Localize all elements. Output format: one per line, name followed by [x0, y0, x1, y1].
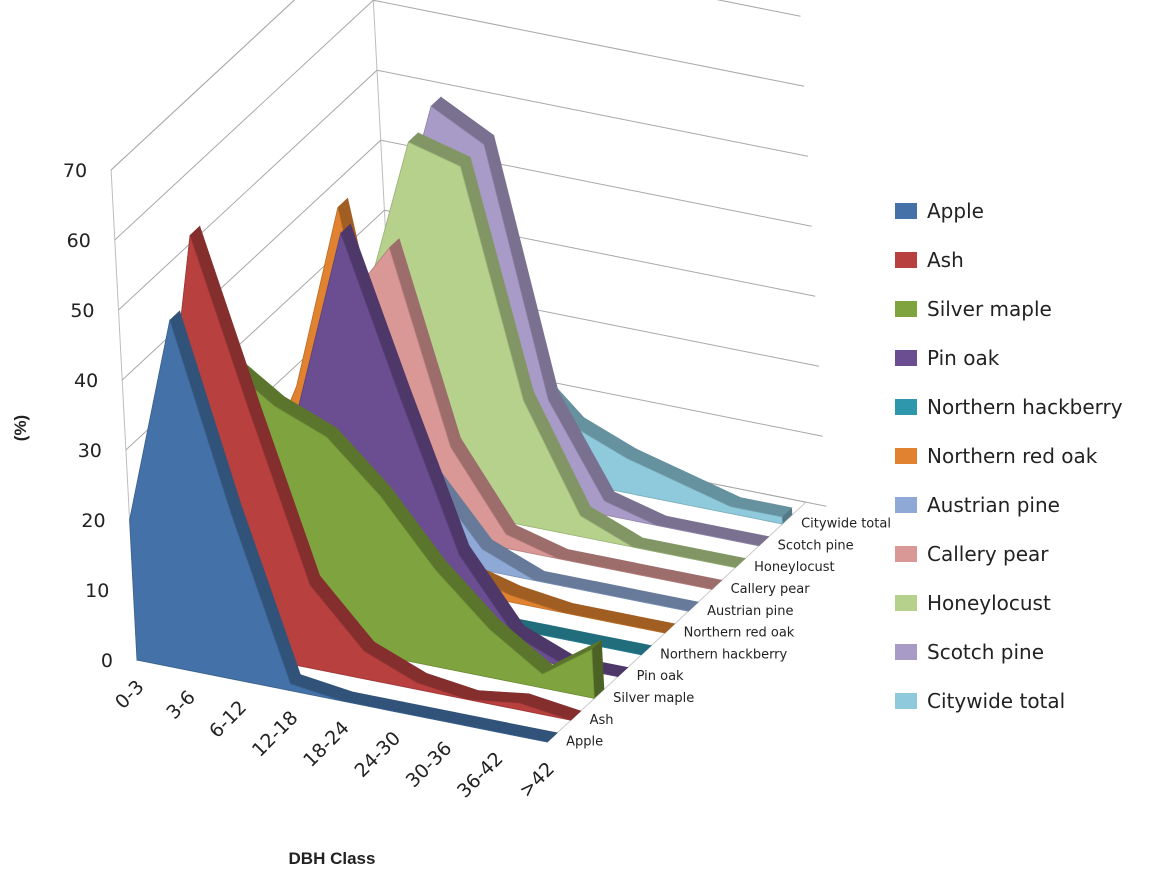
series-layer: [129, 96, 793, 743]
legend-item: Northern red oak: [895, 431, 1149, 480]
legend-item: Scotch pine: [895, 627, 1149, 676]
y-tick-label: 70: [63, 160, 87, 182]
legend-label: Citywide total: [927, 688, 1066, 713]
legend-swatch: [895, 496, 917, 513]
series-top-edge: [561, 602, 625, 624]
legend-swatch: [895, 447, 917, 464]
legend-swatch: [895, 692, 917, 709]
x-axis-title: DBH Class: [289, 849, 376, 868]
series-top-edge: [659, 569, 723, 590]
y-tick-label: 50: [70, 300, 94, 322]
y-tick-labels: 0 10 20 30 40 50 60 70: [63, 160, 113, 672]
series-top-edge: [533, 570, 597, 592]
y-tick-label: 60: [67, 230, 91, 252]
legend-item: Ash: [895, 235, 1149, 284]
legend-label: Northern hackberry: [927, 394, 1123, 419]
series-top-edge: [392, 701, 456, 722]
legend: Apple Ash Silver maple Pin oak Northern hack…: [895, 186, 1149, 725]
series-top-edge: [612, 613, 676, 634]
x-tick-label: 0-3: [111, 676, 149, 714]
legend-label: Austrian pine: [927, 492, 1060, 517]
legend-item: Callery pear: [895, 529, 1149, 578]
legend-label: Scotch pine: [927, 639, 1045, 664]
series-axis-labels: Apple Ash Silver maple Pin oak Northern hack…: [566, 517, 891, 750]
y-tick-label: 10: [85, 580, 109, 602]
series-axis-label: Austrian pine: [707, 604, 793, 619]
series-top-edge: [341, 691, 405, 712]
legend-swatch: [895, 398, 917, 415]
series-axis-label: Callery pear: [731, 582, 811, 597]
series-axis-label: Silver maple: [613, 691, 694, 706]
series-axis-label: Northern hackberry: [660, 647, 787, 662]
series-axis-label: Northern red oak: [684, 626, 795, 641]
x-tick-label: 18-24: [299, 717, 354, 772]
x-tick-label: >42: [515, 758, 559, 802]
legend-item: Northern hackberry: [895, 382, 1149, 431]
series-axis-label: Apple: [566, 735, 603, 750]
x-tick-label: 30-36: [402, 737, 457, 792]
series-area: [129, 318, 548, 743]
x-tick-label: 6-12: [205, 696, 251, 742]
legend-swatch: [895, 202, 917, 219]
series-top-edge: [608, 559, 672, 580]
series-top-edge: [706, 526, 770, 547]
legend-swatch: [895, 545, 917, 562]
legend-label: Apple: [927, 198, 984, 223]
legend-swatch: [895, 300, 917, 317]
legend-label: Pin oak: [927, 345, 1000, 370]
legend-item: Apple: [895, 186, 1149, 235]
legend-swatch: [895, 594, 917, 611]
legend-item: Silver maple: [895, 284, 1149, 333]
legend-label: Callery pear: [927, 541, 1049, 566]
series-end-cap: [591, 640, 605, 699]
legend-swatch: [895, 251, 917, 268]
x-tick-label: 36-42: [453, 748, 508, 803]
y-tick-label: 30: [78, 440, 102, 462]
y-tick-label: 20: [81, 510, 105, 532]
series-axis-label: Scotch pine: [778, 538, 854, 553]
legend-swatch: [895, 349, 917, 366]
legend-item: Austrian pine: [895, 480, 1149, 529]
series-axis-label: Pin oak: [637, 669, 684, 684]
legend-label: Northern red oak: [927, 443, 1098, 468]
x-tick-label: 3-6: [162, 686, 200, 724]
series-top-edge: [655, 515, 719, 536]
y-tick-label: 0: [101, 650, 113, 672]
series-top-edge: [636, 591, 699, 612]
series-top-edge: [495, 722, 558, 743]
gridline: [110, 0, 801, 171]
series-end-cap: [782, 507, 793, 524]
legend-label: Ash: [927, 247, 964, 272]
y-tick-label: 40: [74, 370, 98, 392]
series-axis-label: Honeylocust: [754, 560, 834, 575]
legend-item: Citywide total: [895, 676, 1149, 725]
gridline: [114, 0, 805, 241]
legend-label: Honeylocust: [927, 590, 1051, 615]
legend-item: Honeylocust: [895, 578, 1149, 627]
x-tick-label: 24-30: [350, 727, 405, 782]
legend-item: Pin oak: [895, 333, 1149, 382]
series-top-edge: [444, 711, 507, 733]
legend-swatch: [895, 643, 917, 660]
series-apple: [129, 310, 558, 743]
series-top-edge: [632, 537, 695, 558]
y-axis-title: (%): [11, 415, 30, 441]
series-axis-label: Citywide total: [801, 517, 891, 532]
series-axis-label: Ash: [590, 713, 614, 728]
x-tick-label: 12-18: [248, 707, 303, 762]
gridline: [118, 69, 808, 311]
series-top-edge: [585, 581, 648, 602]
series-top-edge: [683, 547, 746, 568]
legend-label: Silver maple: [927, 296, 1052, 321]
series-top-edge: [557, 549, 620, 570]
